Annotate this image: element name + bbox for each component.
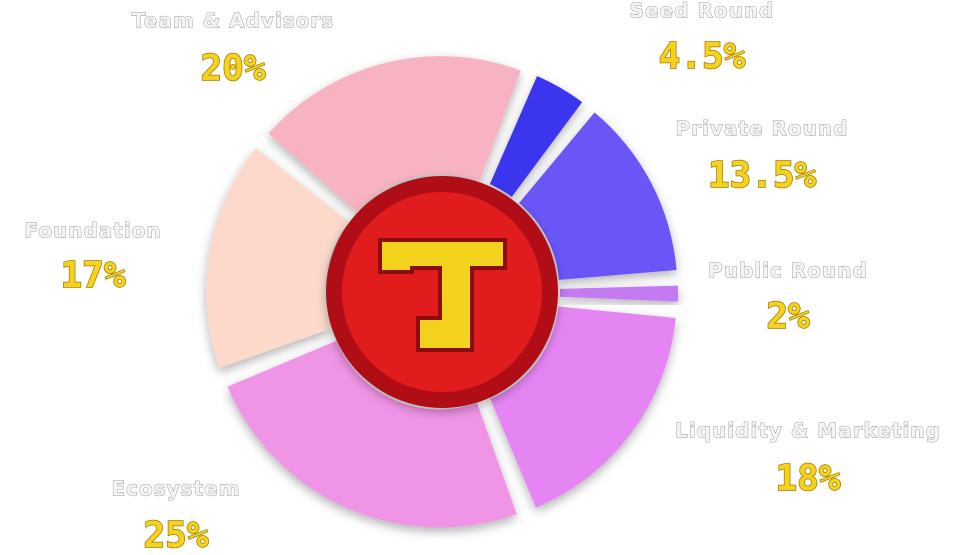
slice-name: Private Round bbox=[676, 117, 849, 141]
slice bbox=[490, 306, 676, 508]
center-logo bbox=[326, 176, 558, 408]
slice bbox=[206, 148, 349, 369]
slice-value: 17% bbox=[60, 255, 125, 296]
slices bbox=[206, 56, 678, 528]
slice-name: Team & Advisors bbox=[132, 9, 334, 33]
slice bbox=[268, 56, 521, 212]
slice-value: 20% bbox=[200, 48, 265, 89]
slice bbox=[227, 340, 517, 528]
slice-name: Public Round bbox=[708, 259, 868, 283]
slice bbox=[519, 112, 677, 280]
slice-value: 13.5% bbox=[708, 155, 817, 196]
slice-name: Ecosystem bbox=[111, 477, 240, 501]
slice-value: 18% bbox=[775, 458, 840, 499]
slice-name: Seed Round bbox=[630, 0, 775, 23]
labels: Seed Round 4.5% Private Round 13.5% Public R… bbox=[24, 0, 941, 555]
slice bbox=[489, 76, 583, 197]
slice-name: Foundation bbox=[24, 219, 161, 243]
slice-value: 4.5% bbox=[659, 36, 746, 77]
slice-value: 25% bbox=[143, 515, 208, 555]
slice-name: Liquidity & Marketing bbox=[675, 419, 941, 443]
slice-value: 2% bbox=[766, 296, 810, 337]
slice bbox=[559, 285, 678, 302]
